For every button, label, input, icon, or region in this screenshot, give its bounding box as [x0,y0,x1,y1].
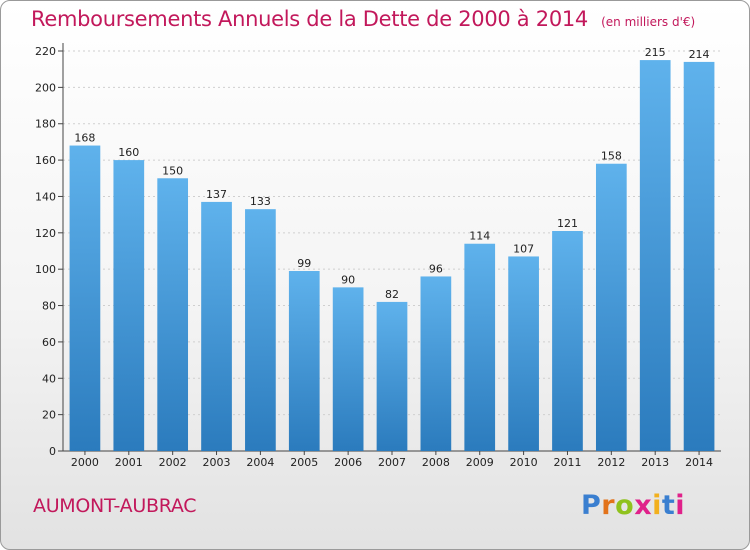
commune-name: AUMONT-AUBRAC [33,495,197,517]
y-tick-label: 60 [42,336,56,349]
bar-2011 [552,231,583,451]
chart-title: Remboursements Annuels de la Dette de 20… [31,7,695,31]
logo-letter: P [581,490,602,521]
logo-letter: o [615,490,635,521]
data-label: 90 [341,273,355,286]
x-tick-label: 2014 [685,456,713,469]
x-tick-label: 2001 [115,456,143,469]
bar-2008 [420,276,452,451]
data-label: 82 [385,288,399,301]
data-label: 133 [250,195,271,208]
y-tick-label: 180 [35,118,56,131]
x-tick-label: 2007 [378,456,406,469]
data-label: 215 [645,46,666,59]
y-tick-label: 140 [35,190,56,203]
data-label: 114 [469,230,490,243]
bar-2000 [69,145,101,451]
x-tick-label: 2012 [597,456,625,469]
bar-2006 [332,287,364,451]
data-label: 137 [206,188,227,201]
bar-2012 [595,163,627,451]
bars [69,60,715,452]
logo-letter: x [634,490,653,521]
logo-letter: t [661,490,676,521]
data-label: 168 [74,132,95,145]
data-label: 160 [118,146,139,159]
bar-2001 [113,160,145,451]
y-tick-label: 200 [35,81,56,94]
x-tick-label: 2006 [334,456,362,469]
x-tick-label: 2009 [466,456,494,469]
y-tick-label: 20 [42,409,56,422]
data-label: 107 [513,242,534,255]
chart-unit-text: (en milliers d'€) [601,15,696,29]
logo-letter: i [652,490,662,521]
data-label: 214 [689,48,710,61]
data-label: 96 [429,262,443,275]
bar-2014 [683,61,715,452]
bar-2007 [376,301,408,451]
logo-letter: r [601,490,616,521]
axes: 0 20 40 60 80 100 120 140 160 180 200 220 2000 2001 20… [35,43,721,469]
x-tick-label: 2002 [159,456,187,469]
data-label: 99 [297,257,311,270]
bar-2013 [639,60,671,451]
x-tick-label: 2004 [246,456,274,469]
y-tick-label: 220 [35,45,56,58]
logo-letter: i [675,490,686,521]
x-tick-label: 2010 [510,456,538,469]
bar-2004 [245,209,276,451]
data-label: 121 [557,217,578,230]
x-tick-label: 2011 [553,456,581,469]
bar-2010 [508,256,539,451]
x-tick-label: 2013 [641,456,669,469]
data-label: 150 [162,164,183,177]
bar-2002 [157,178,189,452]
y-tick-label: 0 [49,445,56,458]
y-tick-label: 80 [42,300,56,313]
x-tick-label: 2008 [422,456,450,469]
chart-title-text: Remboursements Annuels de la Dette de 20… [31,7,588,31]
y-tick-label: 160 [35,154,56,167]
x-tick-label: 2003 [203,456,231,469]
data-label: 158 [601,150,622,163]
bar-2009 [464,243,496,451]
y-tick-label: 100 [35,263,56,276]
data-labels: 168 160 150 137 133 99 90 82 96 114 107 121 158 215 21… [74,46,709,301]
y-tick-label: 40 [42,372,56,385]
bar-2005 [288,271,320,451]
proxiti-logo: Proxiti [581,490,685,521]
x-tick-label: 2005 [290,456,318,469]
x-tick-label: 2000 [71,456,99,469]
y-tick-label: 120 [35,227,56,240]
bar-2003 [201,201,232,451]
